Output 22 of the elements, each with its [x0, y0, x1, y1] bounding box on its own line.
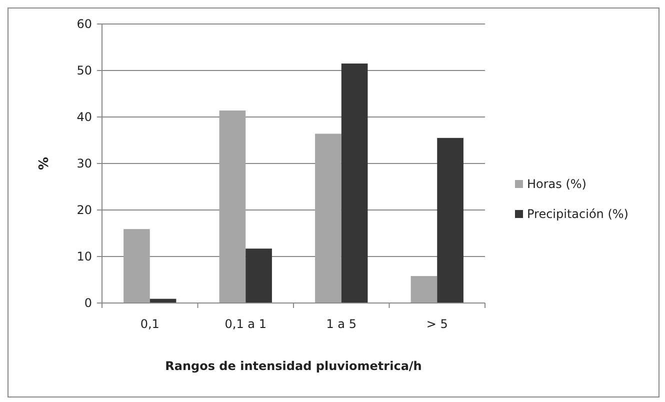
bar — [124, 229, 150, 303]
legend-label: Horas (%) — [527, 177, 586, 192]
y-tick-label: 10 — [76, 250, 92, 264]
x-tick-label: 1 a 5 — [326, 317, 357, 331]
y-tick-label: 50 — [76, 64, 92, 78]
y-tick-label: 20 — [76, 203, 92, 218]
y-axis-title: % — [37, 156, 52, 170]
x-tick-label: > 5 — [426, 317, 448, 331]
bar — [315, 134, 342, 303]
legend-label: Precipitación (%) — [527, 207, 628, 222]
x-tick-label: 0,1 a 1 — [224, 317, 266, 331]
bar — [437, 138, 464, 303]
x-axis-title: Rangos de intensidad pluviometrica/h — [165, 359, 422, 373]
y-tick-label: 60 — [76, 17, 92, 32]
y-tick-label: 0 — [84, 296, 92, 310]
bar — [410, 276, 438, 303]
bar — [219, 110, 246, 303]
y-tick-label: 30 — [76, 156, 92, 171]
bar — [246, 248, 272, 303]
bar — [341, 64, 368, 303]
x-tick-label: 0,1 — [140, 317, 160, 331]
y-tick-label: 40 — [76, 110, 92, 124]
